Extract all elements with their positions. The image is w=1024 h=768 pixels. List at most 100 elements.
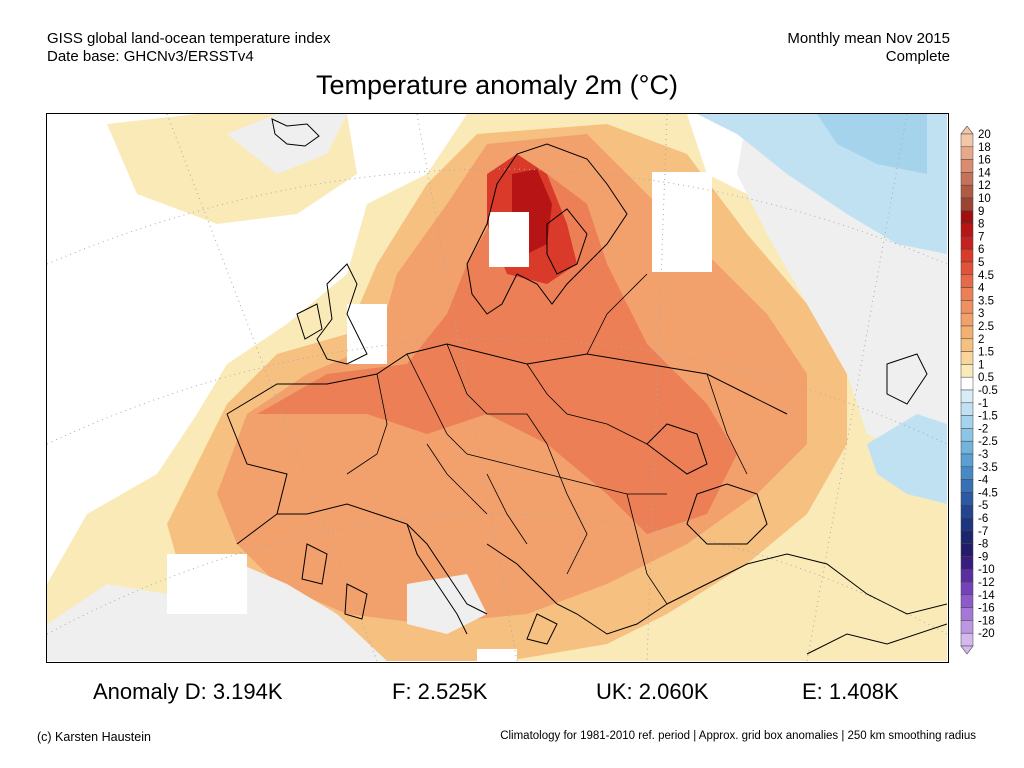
period-label: Monthly mean Nov 2015 <box>787 30 950 47</box>
colorbar-swatch <box>960 312 974 327</box>
colorbar-swatch <box>960 428 974 442</box>
colorbar-swatch <box>960 159 974 173</box>
colorbar-label: -5 <box>978 500 988 512</box>
colorbar-swatch <box>960 133 974 148</box>
anomaly-germany: Anomaly D: 3.194K <box>93 679 283 704</box>
colorbar-swatch <box>960 556 974 570</box>
colorbar-top-arrow <box>960 126 974 135</box>
colorbar-label: -6 <box>978 513 988 525</box>
colorbar-label: -4.5 <box>978 487 998 499</box>
colorbar-label: -2 <box>978 423 988 435</box>
colorbar-label: 2 <box>978 334 984 346</box>
colorbar-label: 0.5 <box>978 372 994 384</box>
colorbar-legend: 201816141210987654.543.532.521.510.5-0.5… <box>960 126 998 655</box>
methodology-note: Climatology for 1981-2010 ref. period | … <box>500 730 976 742</box>
colorbar-label: -9 <box>978 551 988 563</box>
colorbar-label: -0.5 <box>978 385 998 397</box>
colorbar-swatch <box>960 530 974 544</box>
colorbar-swatch <box>960 236 974 250</box>
colorbar-label: -7 <box>978 526 988 538</box>
europe-map-svg <box>47 114 947 661</box>
country-borders <box>346 273 748 605</box>
colorbar-label: 18 <box>978 142 991 154</box>
colorbar-swatch <box>960 210 974 224</box>
colorbar-label: 10 <box>978 193 991 205</box>
colorbar-swatch <box>960 479 974 493</box>
colorbar-swatch <box>960 466 974 480</box>
colorbar-label: 6 <box>978 244 984 256</box>
colorbar-swatch <box>960 492 974 506</box>
colorbar-label: 1.5 <box>978 347 994 359</box>
colorbar-swatch <box>960 402 974 416</box>
anomaly-france: F: 2.525K <box>392 679 488 704</box>
colorbar-swatch <box>960 607 974 621</box>
colorbar-swatch <box>960 543 974 557</box>
colorbar-label: 2.5 <box>978 321 994 333</box>
colorbar-label: 3 <box>978 308 984 320</box>
colorbar-label: -16 <box>978 603 995 615</box>
colorbar-swatch <box>960 351 974 365</box>
colorbar-label: 4 <box>978 283 985 295</box>
colorbar-label: 16 <box>978 155 991 167</box>
copyright: (c) Karsten Haustein <box>37 730 151 744</box>
colorbar-label: -3.5 <box>978 462 998 474</box>
graticule <box>47 114 947 661</box>
colorbar-label: -10 <box>978 564 995 576</box>
colorbar-swatch <box>960 517 974 532</box>
colorbar-label: 5 <box>978 257 984 269</box>
colorbar-swatch <box>960 287 974 301</box>
colorbar-swatch <box>960 594 974 608</box>
colorbar-label: 4.5 <box>978 270 994 282</box>
colorbar-label: -2.5 <box>978 436 998 448</box>
anomaly-region-dark-orange <box>257 174 737 534</box>
colorbar-label: 3.5 <box>978 295 994 307</box>
colorbar-swatch <box>960 504 974 519</box>
colorbar-label: -1 <box>978 398 988 410</box>
colorbar-swatch <box>960 172 974 186</box>
colorbar-swatch <box>960 632 974 647</box>
completeness-label: Complete <box>885 48 950 65</box>
header-left: GISS global land-ocean temperature index… <box>47 30 331 66</box>
colorbar-label: -4 <box>978 475 989 487</box>
colorbar-swatch <box>960 197 974 212</box>
map-title: Temperature anomaly 2m (°C) <box>316 70 678 100</box>
data-base-label: Date base: GHCNv3/ERSSTv4 <box>47 48 254 65</box>
colorbar-label: 20 <box>978 129 991 141</box>
colorbar-label: -18 <box>978 615 995 627</box>
colorbar-bottom-arrow <box>960 645 974 655</box>
colorbar-label: 1 <box>978 359 984 371</box>
colorbar-swatch <box>960 440 974 455</box>
colorbar-swatch <box>960 184 974 199</box>
colorbar-label: 7 <box>978 231 984 243</box>
colorbar-swatch <box>960 364 974 378</box>
colorbar-swatch <box>960 223 974 237</box>
colorbar-label: -14 <box>978 590 995 602</box>
colorbar-swatch <box>960 581 974 596</box>
colorbar-swatch <box>960 620 974 634</box>
colorbar-label: 12 <box>978 180 991 192</box>
colorbar-swatch <box>960 568 974 583</box>
colorbar-swatch <box>960 415 974 429</box>
colorbar-swatch <box>960 261 974 276</box>
anomaly-uk: UK: 2.060K <box>596 679 709 704</box>
colorbar-swatch <box>960 389 974 404</box>
colorbar-swatch <box>960 300 974 314</box>
colorbar-swatch <box>960 338 974 352</box>
anomaly-spain: E: 1.408K <box>802 679 899 704</box>
dataset-title: GISS global land-ocean temperature index <box>47 30 331 47</box>
colorbar-label: -8 <box>978 539 988 551</box>
colorbar-swatch <box>960 325 974 340</box>
colorbar-swatch <box>960 274 974 288</box>
colorbar-label: -20 <box>978 628 995 640</box>
header-right: Monthly mean Nov 2015 Complete <box>787 30 950 66</box>
colorbar-label: -12 <box>978 577 995 589</box>
regional-anomalies: Anomaly D: 3.194K F: 2.525K UK: 2.060K E… <box>0 679 1024 705</box>
colorbar-swatch <box>960 146 974 160</box>
colorbar-label: 8 <box>978 219 984 231</box>
anomaly-map <box>46 113 949 663</box>
colorbar-label: -3 <box>978 449 988 461</box>
colorbar-label: 9 <box>978 206 984 218</box>
colorbar-swatch <box>960 376 974 391</box>
colorbar-swatch <box>960 248 974 263</box>
colorbar-label: 14 <box>978 167 991 179</box>
